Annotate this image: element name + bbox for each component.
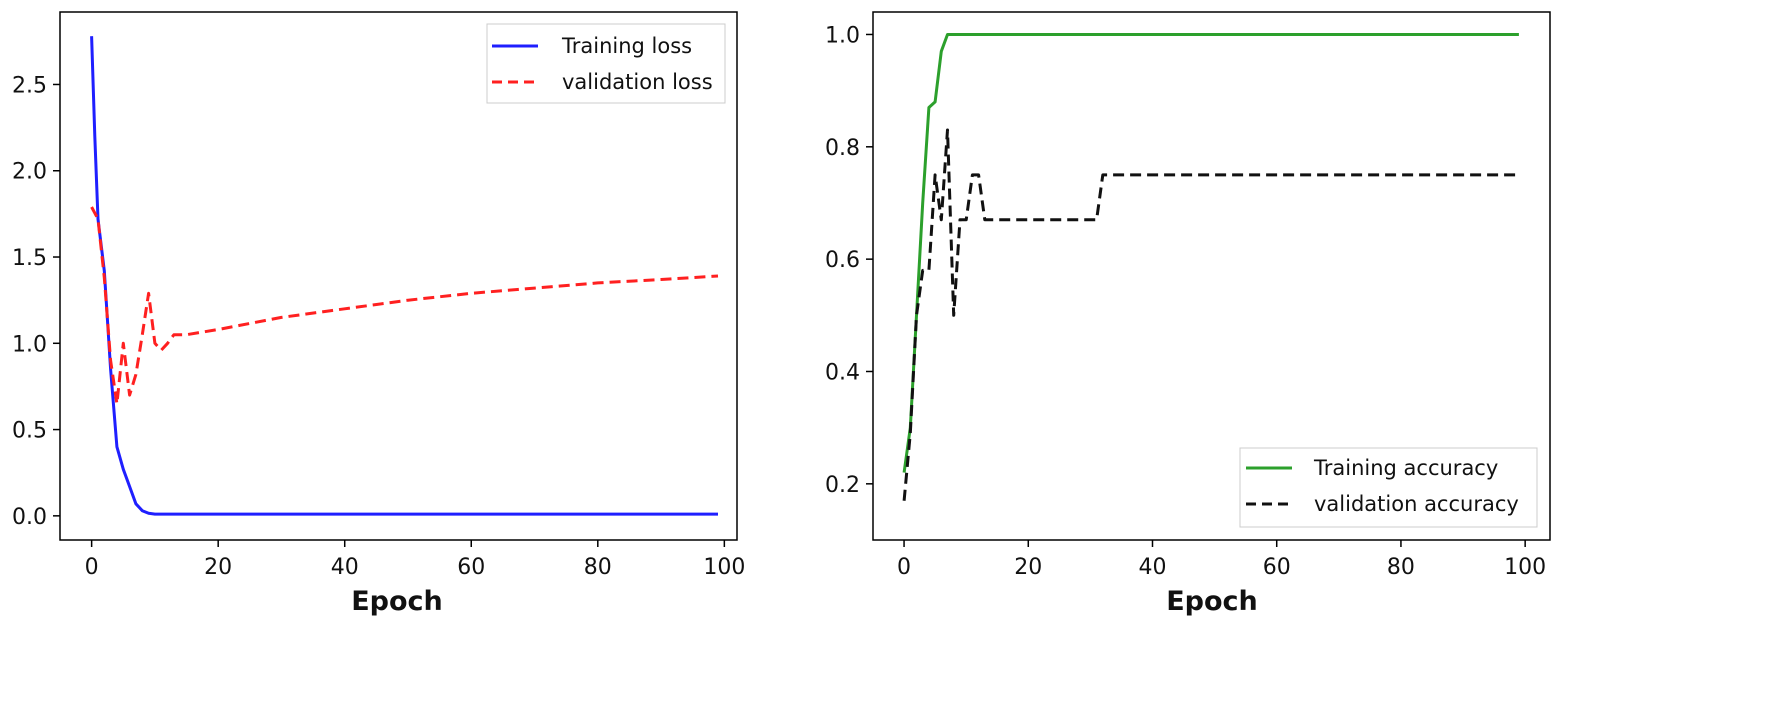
plot-frame [59,11,738,541]
x-tick-label: 60 [457,555,485,580]
y-tick-label: 0.4 [825,360,860,385]
x-axis-label: Epoch [1166,586,1258,617]
y-axis-ticks: 0.0 0.5 1.0 1.5 2.0 2.5 [12,73,60,530]
x-tick-label: 60 [1263,555,1291,580]
legend-label-validation-loss: validation loss [562,70,713,94]
y-tick-label: 2.5 [12,73,47,98]
legend-box [486,23,726,104]
legend-box [1239,447,1538,528]
series-line-training-loss [90,36,718,516]
y-tick-label: 0.6 [825,248,860,273]
legend-label-training-loss: Training loss [561,34,692,58]
x-tick-label: 0 [85,555,99,580]
series-layer [90,36,719,516]
y-tick-label: 0.0 [12,505,47,530]
x-tick-label: 80 [584,555,612,580]
y-tick-label: 0.8 [825,136,860,161]
x-tick-label: 40 [331,555,359,580]
x-tick-label: 20 [204,555,232,580]
y-tick-label: 2.0 [12,160,47,185]
legend-label-validation-accuracy: validation accuracy [1314,492,1519,516]
plot-frame [872,11,1551,541]
x-tick-label: 100 [703,555,745,580]
y-tick-label: 1.5 [12,246,47,271]
x-tick-label: 100 [1504,555,1546,580]
series-line-validation-accuracy [902,128,1519,501]
series-layer [902,33,1519,501]
legend-label-training-accuracy: Training accuracy [1313,456,1498,480]
legend: Training accuracy validation accuracy [1239,447,1538,528]
y-tick-label: 0.5 [12,419,47,444]
series-line-validation-loss [90,206,719,406]
x-tick-label: 40 [1138,555,1166,580]
y-tick-label: 1.0 [825,23,860,48]
legend: Training loss validation loss [486,23,726,104]
accuracy-chart: 0.2 0.4 0.6 0.8 1.0 0 20 40 60 80 100 Training ac… [825,11,1551,617]
loss-chart: 0.0 0.5 1.0 1.5 2.0 2.5 0 20 40 60 80 100 Training… [12,11,745,617]
y-tick-label: 1.0 [12,332,47,357]
x-tick-label: 20 [1014,555,1042,580]
x-axis-ticks: 0 20 40 60 80 100 [85,540,745,580]
series-line-training-accuracy [902,33,1519,473]
x-tick-label: 80 [1387,555,1415,580]
y-axis-ticks: 0.2 0.4 0.6 0.8 1.0 [825,23,873,498]
y-tick-label: 0.2 [825,473,860,498]
x-axis-label: Epoch [351,586,443,617]
x-tick-label: 0 [897,555,911,580]
x-axis-ticks: 0 20 40 60 80 100 [897,540,1546,580]
